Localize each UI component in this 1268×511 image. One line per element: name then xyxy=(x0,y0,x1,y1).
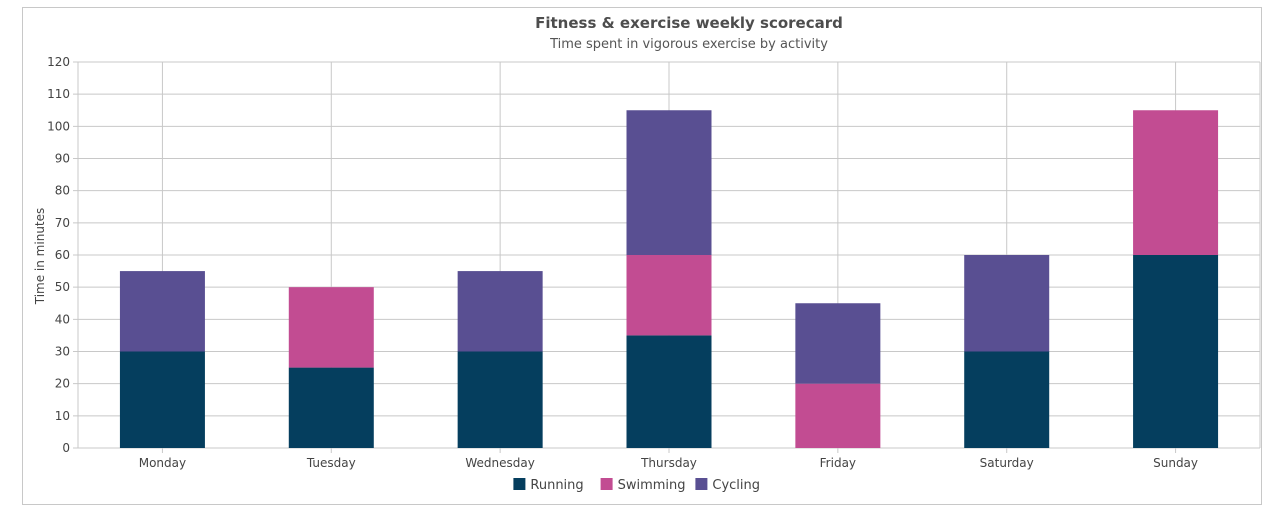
y-tick-label: 110 xyxy=(47,87,70,101)
y-tick-labels: 0 10 20 30 40 50 60 70 80 90 100 110 120 xyxy=(47,55,70,455)
bars xyxy=(119,110,1219,449)
y-tick-label: 60 xyxy=(55,248,70,262)
bar-segment-cycling[interactable] xyxy=(457,271,543,352)
x-tick-label: Sunday xyxy=(1153,456,1198,470)
bar-segment-running[interactable] xyxy=(964,351,1050,449)
bar-segment-swimming[interactable] xyxy=(626,255,712,336)
bar-segment-cycling[interactable] xyxy=(626,110,712,255)
legend: Running Swimming Cycling xyxy=(513,478,760,493)
legend-label: Swimming xyxy=(618,478,686,493)
x-tick-label: Tuesday xyxy=(306,456,356,470)
bar-segment-cycling[interactable] xyxy=(795,303,881,384)
y-axis-title: Time in minutes xyxy=(33,208,47,306)
y-tick-label: 70 xyxy=(55,216,70,230)
y-tick-label: 120 xyxy=(47,55,70,69)
bar-segment-swimming[interactable] xyxy=(1133,110,1219,255)
legend-item-cycling[interactable]: Cycling xyxy=(695,478,760,493)
y-tick-label: 10 xyxy=(55,409,70,423)
legend-swatch xyxy=(695,478,708,490)
bar-segment-running[interactable] xyxy=(457,351,543,449)
y-tick-label: 80 xyxy=(55,184,70,198)
bar-segment-swimming[interactable] xyxy=(795,383,881,448)
y-tick-label: 0 xyxy=(62,441,70,455)
bar-segment-running[interactable] xyxy=(626,335,712,448)
legend-swatch xyxy=(513,478,526,490)
y-tick-label: 20 xyxy=(55,377,70,391)
bar-segment-running[interactable] xyxy=(1133,255,1219,448)
y-tick-label: 30 xyxy=(55,345,70,359)
legend-item-running[interactable]: Running xyxy=(513,478,584,493)
legend-label: Running xyxy=(530,478,583,493)
x-tick-label: Saturday xyxy=(980,456,1034,470)
bar-segment-swimming[interactable] xyxy=(288,287,374,368)
y-tick-label: 100 xyxy=(47,119,70,133)
legend-label: Cycling xyxy=(712,478,760,493)
chart-frame xyxy=(22,7,1262,505)
y-tick-label: 90 xyxy=(55,152,70,166)
x-tick-label: Friday xyxy=(820,456,856,470)
bar-segment-running[interactable] xyxy=(288,367,374,448)
chart-subtitle: Time spent in vigorous exercise by activ… xyxy=(549,37,828,52)
legend-swatch xyxy=(600,478,613,490)
grid-lines xyxy=(73,61,1261,453)
y-tick-label: 40 xyxy=(55,312,70,326)
x-tick-label: Thursday xyxy=(640,456,697,470)
legend-item-swimming[interactable]: Swimming xyxy=(600,478,686,493)
y-tick-label: 50 xyxy=(55,280,70,294)
bar-segment-running[interactable] xyxy=(119,351,205,449)
x-tick-label: Monday xyxy=(139,456,186,470)
bar-segment-cycling[interactable] xyxy=(119,271,205,352)
chart-title: Fitness & exercise weekly scorecard xyxy=(535,14,843,32)
x-tick-label: Wednesday xyxy=(465,456,534,470)
x-tick-labels: Monday Tuesday Wednesday Thursday Friday Satu… xyxy=(139,456,1198,470)
bar-segment-cycling[interactable] xyxy=(964,255,1050,352)
